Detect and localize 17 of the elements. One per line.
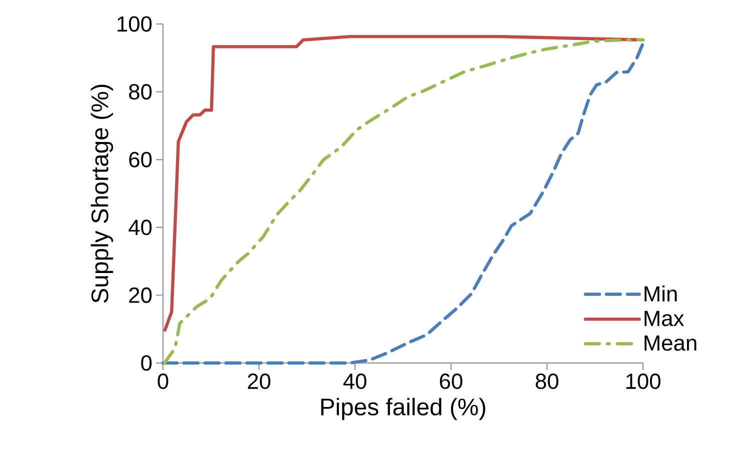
y-tick-label: 20: [129, 287, 152, 303]
y-tick-label: 100: [118, 16, 152, 32]
y-axis-title: Supply Shortage (%): [90, 84, 114, 303]
x-tick-label: 0: [158, 374, 168, 390]
x-tick-label: 40: [343, 374, 366, 390]
x-tick-label: 20: [248, 374, 270, 390]
legend-label: Max: [644, 310, 684, 326]
legend-label: Min: [644, 286, 677, 302]
y-tick-label: 60: [129, 152, 152, 168]
x-axis-title: Pipes failed (%): [321, 398, 486, 420]
x-tick-label: 100: [626, 374, 660, 390]
y-tick-label: 0: [141, 355, 152, 371]
legend-label: Mean: [644, 335, 696, 351]
x-tick-label: 60: [440, 374, 462, 390]
y-tick-label: 40: [128, 220, 152, 236]
x-tick-label: 80: [536, 374, 558, 390]
y-tick-label: 80: [129, 84, 152, 100]
